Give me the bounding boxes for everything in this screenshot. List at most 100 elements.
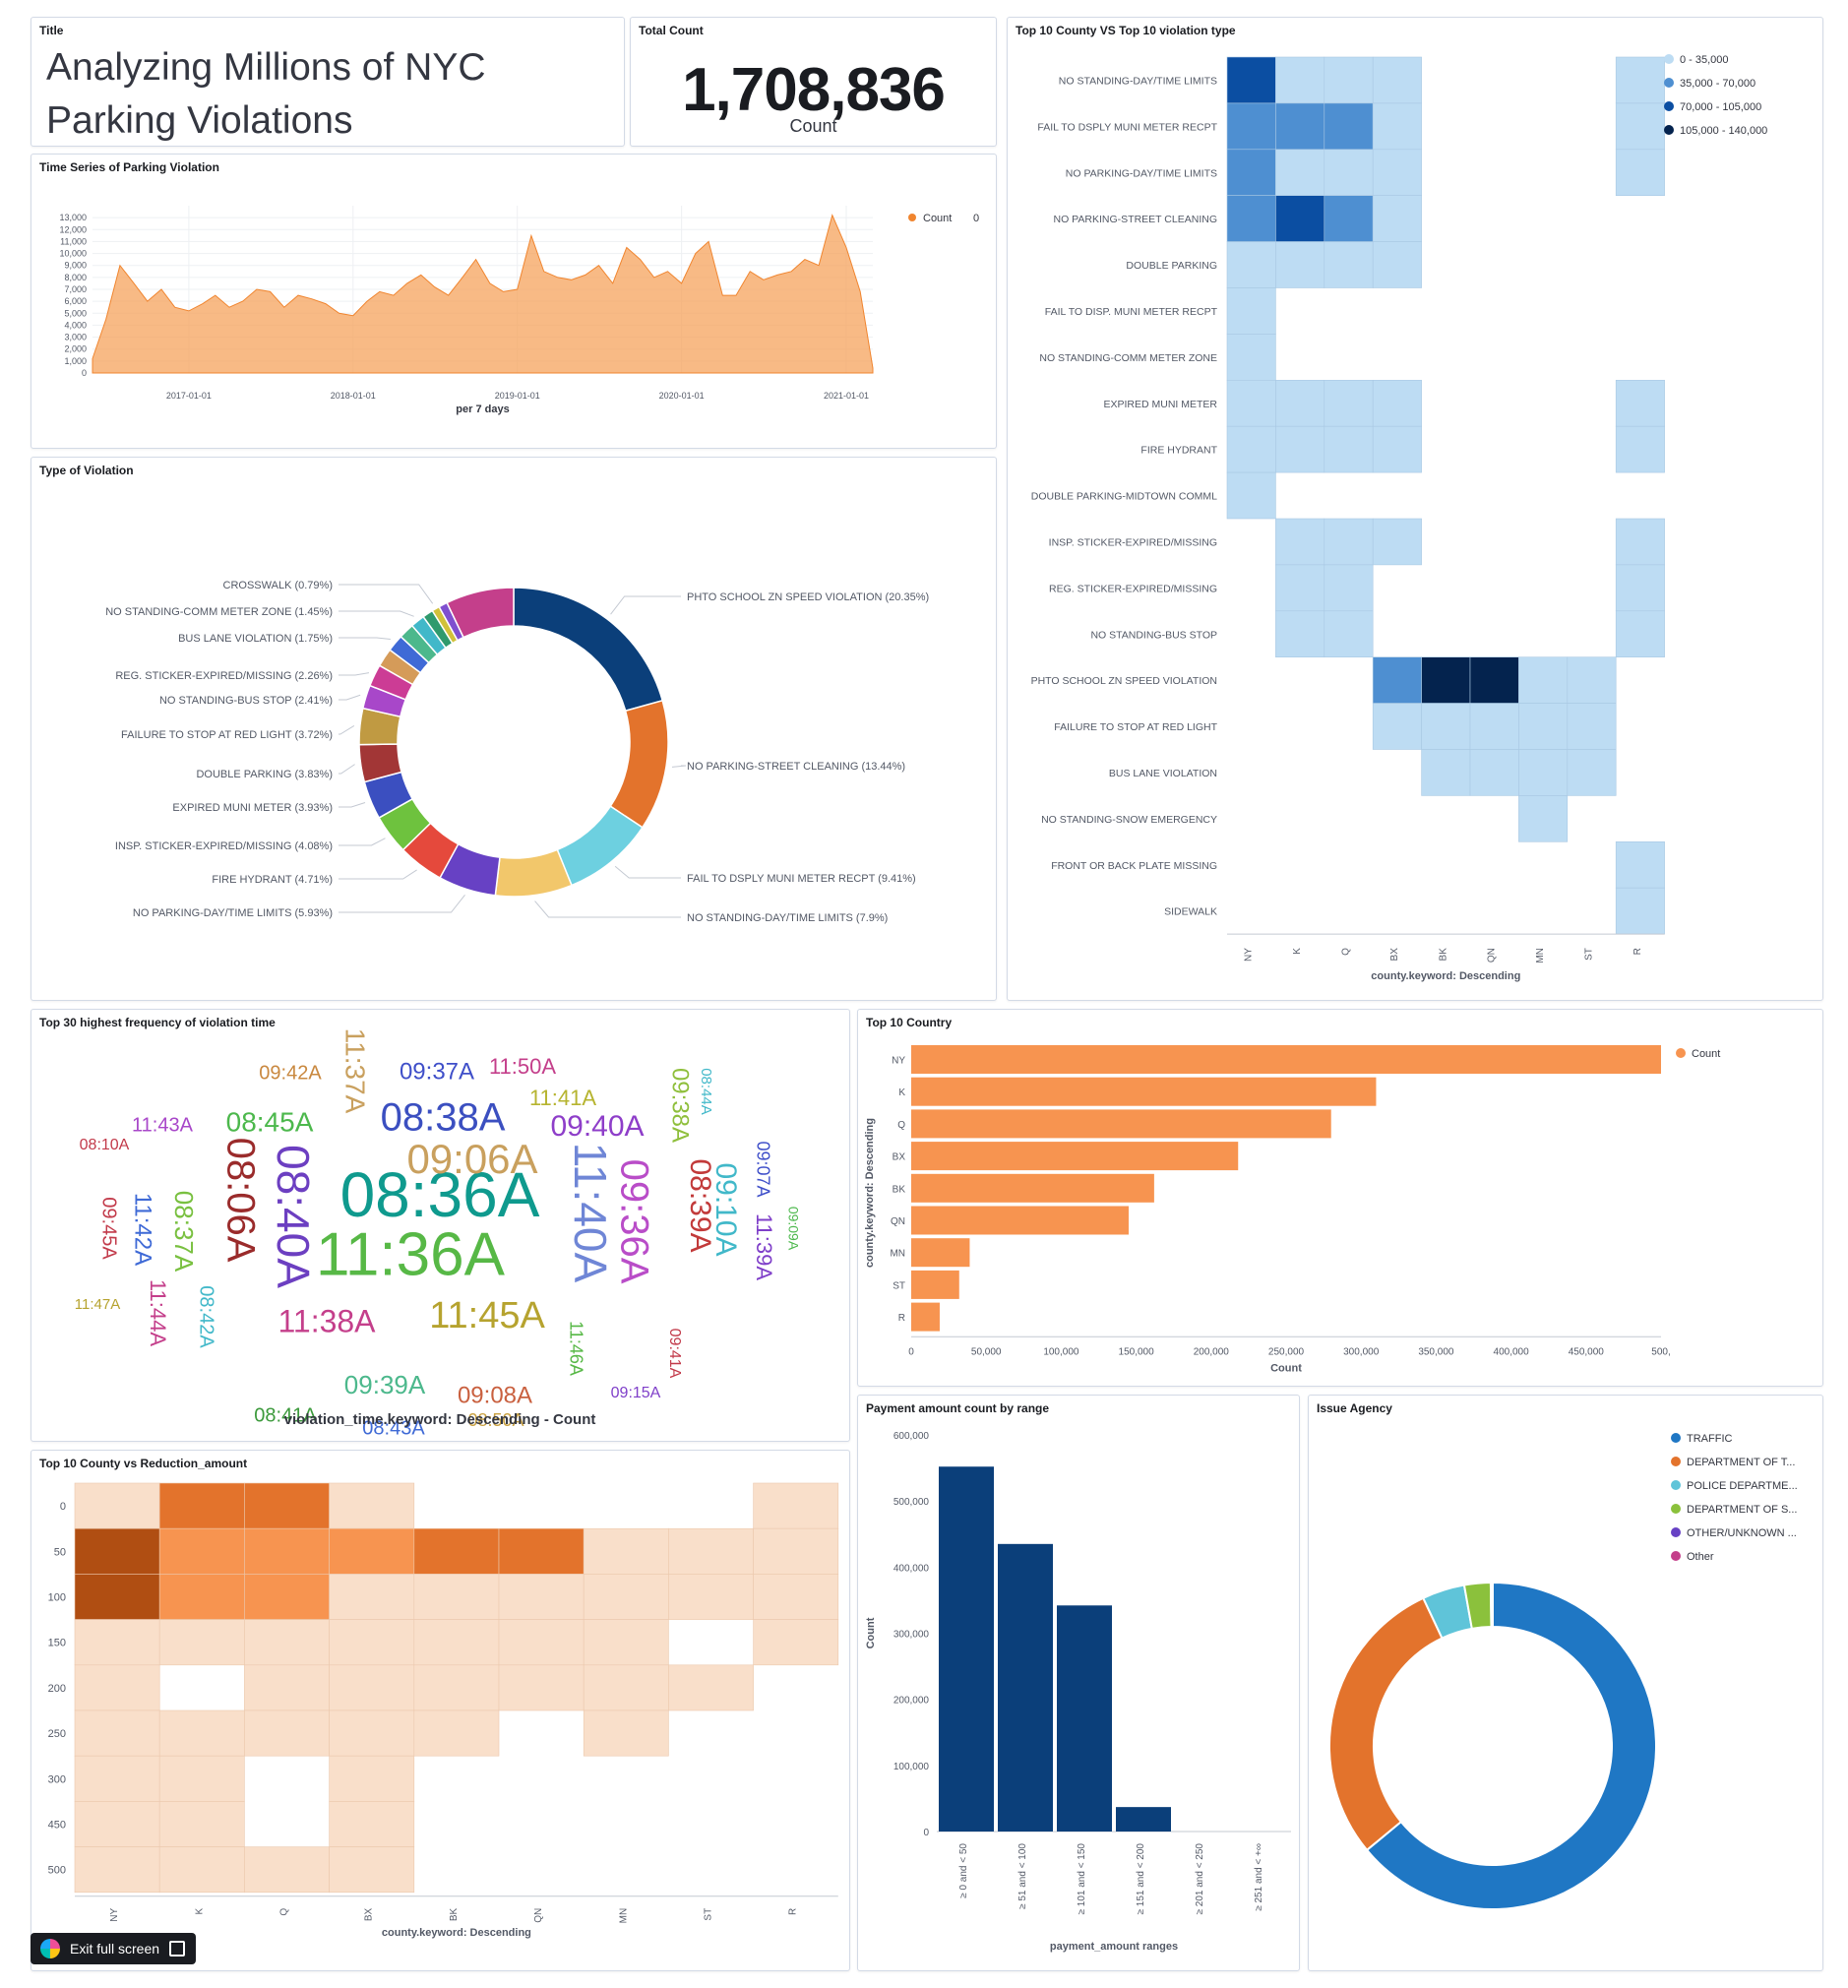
x-tick-label: 2021-01-01	[824, 391, 869, 401]
legend-label: POLICE DEPARTME...	[1687, 1480, 1798, 1492]
slice-label: REG. STICKER-EXPIRED/MISSING (2.26%)	[115, 670, 333, 682]
y-axis-label: county.keyword: Descending	[864, 1118, 876, 1268]
total-count-panel: Total Count 1,708,836 Count	[630, 17, 997, 147]
legend-label: OTHER/UNKNOWN ...	[1687, 1527, 1797, 1539]
payment-bar	[1116, 1807, 1171, 1832]
county-violation-heatmap: NO STANDING-DAY/TIME LIMITS FAIL TO DSPLY…	[1031, 54, 1767, 982]
panel-title: Top 10 County VS Top 10 violation type	[1016, 24, 1236, 37]
label-leader-line	[339, 801, 366, 808]
heat-cell	[1275, 518, 1325, 566]
label-leader-line	[339, 869, 417, 880]
heat-cell	[583, 1619, 669, 1666]
word-08-37a: 08:37A	[169, 1191, 199, 1273]
legend-label: 70,000 - 105,000	[1680, 101, 1761, 113]
heat-cell	[1324, 102, 1374, 151]
x-tick-label: 2020-01-01	[659, 391, 705, 401]
label-leader-line	[339, 894, 465, 913]
heat-cell	[244, 1846, 330, 1894]
word-09-06a: 09:06A	[406, 1136, 537, 1182]
heat-cell	[329, 1664, 415, 1711]
y-category-label: BX	[893, 1152, 906, 1163]
heat-cell	[583, 1574, 669, 1620]
heat-cell	[1615, 518, 1665, 566]
x-category-label: Q	[279, 1908, 290, 1916]
heat-cell	[1615, 425, 1665, 473]
x-category-label: ≥ 101 and < 150	[1077, 1843, 1087, 1915]
heat-cell	[1469, 703, 1519, 750]
word-09-42a: 09:42A	[259, 1062, 322, 1084]
slice-label: DOUBLE PARKING (3.83%)	[196, 769, 333, 780]
legend-swatch	[1676, 1048, 1686, 1058]
heat-cell	[668, 1527, 754, 1575]
violation-type-panel: Type of Violation PHTO SCHOOL ZN SPEED V…	[31, 457, 997, 1001]
x-category-label: BX	[1389, 948, 1400, 962]
heat-cell	[329, 1755, 415, 1802]
bar-r	[911, 1302, 940, 1332]
heat-cell	[413, 1664, 500, 1711]
x-category-label: ≥ 0 and < 50	[958, 1843, 969, 1898]
heat-cell	[1518, 656, 1569, 704]
total-count-value: 1,708,836	[682, 56, 946, 124]
exit-full-screen-button[interactable]: Exit full screen	[31, 1933, 196, 1964]
heat-cell	[1421, 703, 1471, 750]
x-tick-label: 400,000	[1494, 1346, 1530, 1357]
heat-cell	[753, 1527, 839, 1575]
heat-cell	[413, 1619, 500, 1666]
y-tick-label: 10,000	[59, 249, 87, 259]
legend-label: DEPARTMENT OF S...	[1687, 1504, 1797, 1516]
y-category-label: 250	[48, 1728, 66, 1740]
word-09-40a: 09:40A	[550, 1110, 644, 1143]
legend-swatch	[1664, 101, 1674, 111]
word-09-45a: 09:45A	[98, 1197, 120, 1260]
bar-bx	[911, 1142, 1239, 1171]
y-tick-label: 5,000	[64, 308, 87, 318]
heat-cell	[158, 1574, 245, 1620]
y-category-label: FAIL TO DSPLY MUNI METER RECPT	[1037, 121, 1217, 133]
payment-panel: Payment amount count by range 0 100,000 20…	[857, 1395, 1300, 1971]
heat-cell	[74, 1801, 160, 1847]
x-axis-label: violation_time.keyword: Descending - Cou…	[284, 1411, 596, 1428]
word-08-41a: 08:41A	[254, 1404, 317, 1426]
heat-cell	[1615, 564, 1665, 612]
y-tick-label: 13,000	[59, 213, 87, 222]
heat-cell	[1226, 149, 1276, 197]
donut-slice	[1328, 1596, 1444, 1852]
x-category-label: R	[788, 1908, 799, 1915]
y-category-label: 50	[54, 1546, 66, 1558]
heat-cell	[244, 1664, 330, 1711]
slice-label: NO PARKING-STREET CLEANING (13.44%)	[687, 761, 905, 773]
donut-slice	[1490, 1581, 1494, 1629]
y-tick-label: 600,000	[893, 1431, 930, 1442]
heat-cell	[1372, 703, 1422, 750]
word-08-38a: 08:38A	[381, 1096, 506, 1140]
panel-title: Time Series of Parking Violation	[39, 160, 219, 174]
heat-cell	[1615, 102, 1665, 151]
dashboard-title-line-1: Analyzing Millions of NYC	[46, 46, 486, 89]
x-tick-label: 2017-01-01	[166, 391, 212, 401]
series-area-count	[92, 214, 874, 374]
y-category-label: NO STANDING-COMM METER ZONE	[1039, 352, 1217, 364]
y-tick-label: 6,000	[64, 296, 87, 306]
payment-bar	[1057, 1605, 1112, 1832]
heat-cell	[1372, 656, 1422, 704]
heat-cell	[1421, 656, 1471, 704]
heat-cell	[329, 1619, 415, 1666]
bar-q	[911, 1109, 1331, 1139]
x-tick-label: 50,000	[971, 1346, 1002, 1357]
heat-cell	[1469, 749, 1519, 796]
issue-agency-donut: TRAFFIC DEPARTMENT OF T... POLICE DEPARTME…	[1328, 1433, 1798, 1910]
y-category-label: NO PARKING-DAY/TIME LIMITS	[1066, 167, 1217, 179]
x-category-label: BK	[449, 1907, 460, 1921]
slice-label: NO STANDING-DAY/TIME LIMITS (7.9%)	[687, 912, 888, 924]
title-panel: Title Analyzing Millions of NYC Parking …	[31, 17, 625, 147]
legend-swatch	[1671, 1527, 1681, 1537]
heat-cell	[244, 1619, 330, 1666]
y-axis-label: Count	[865, 1617, 877, 1648]
heat-cell	[1372, 195, 1422, 242]
x-tick-label: 250,000	[1268, 1346, 1305, 1357]
heat-cell	[753, 1574, 839, 1620]
timeseries-panel: Time Series of Parking Violation 0 1,000 2…	[31, 154, 997, 449]
heat-cell	[74, 1527, 160, 1575]
heat-cell	[1615, 56, 1665, 104]
